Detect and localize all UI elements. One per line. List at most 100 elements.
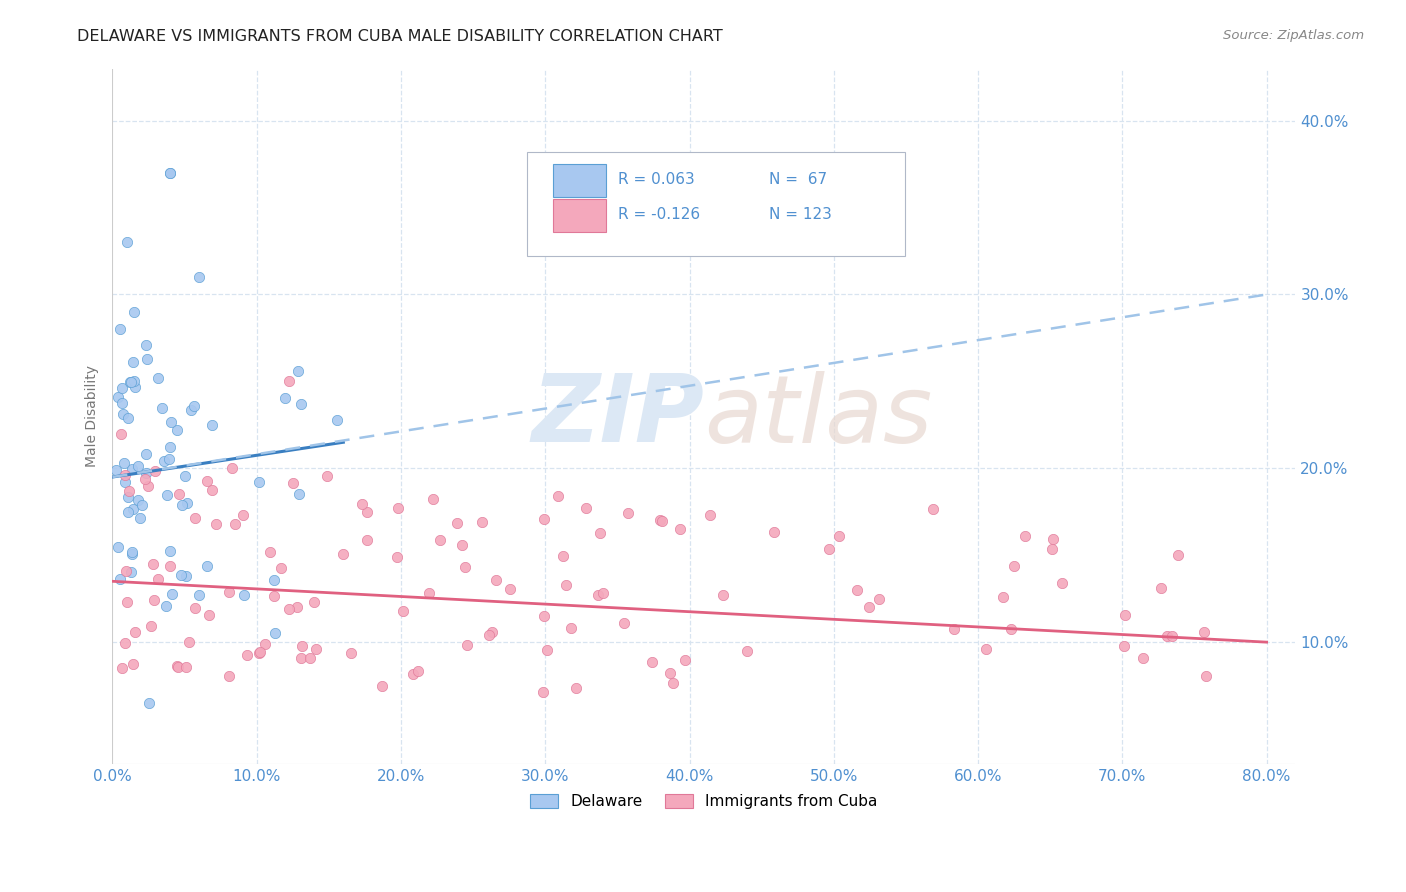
Text: R = 0.063: R = 0.063 (617, 172, 695, 187)
Point (270, 560, 292, 574)
Text: DELAWARE VS IMMIGRANTS FROM CUBA MALE DISABILITY CORRELATION CHART: DELAWARE VS IMMIGRANTS FROM CUBA MALE DI… (77, 29, 723, 44)
Point (166, 423, 188, 437)
Point (1114, 639, 1136, 653)
Point (122, 657, 145, 672)
Point (142, 558, 165, 572)
Point (451, 538, 474, 552)
Point (575, 501, 598, 516)
Point (146, 572, 169, 586)
Point (159, 166, 181, 180)
Point (232, 588, 254, 602)
Point (127, 493, 149, 508)
Point (387, 501, 409, 516)
Point (120, 376, 142, 390)
Point (273, 392, 295, 406)
Point (533, 512, 555, 526)
Point (291, 639, 314, 653)
Point (531, 685, 554, 699)
Point (1150, 581, 1173, 595)
Point (155, 599, 177, 613)
Point (107, 390, 129, 404)
Point (195, 558, 218, 573)
Point (160, 587, 183, 601)
Point (828, 529, 851, 543)
Point (402, 666, 425, 681)
Point (651, 514, 673, 528)
Text: N = 123: N = 123 (769, 207, 832, 222)
Point (112, 456, 135, 470)
Point (146, 371, 169, 385)
Point (288, 487, 311, 501)
Point (110, 426, 132, 441)
Point (481, 625, 503, 640)
Point (350, 497, 373, 511)
Point (166, 659, 188, 673)
Point (195, 474, 218, 488)
Point (105, 463, 128, 477)
Point (111, 396, 134, 410)
Point (120, 565, 142, 579)
Point (153, 454, 176, 468)
Point (586, 588, 609, 602)
Point (218, 669, 240, 683)
Point (138, 696, 160, 710)
Point (120, 376, 142, 390)
Point (422, 492, 444, 507)
Point (159, 544, 181, 558)
Point (553, 549, 575, 563)
Point (114, 636, 136, 650)
Point (277, 375, 299, 389)
Point (290, 650, 312, 665)
Point (589, 525, 612, 540)
Point (173, 468, 195, 483)
Point (263, 573, 285, 587)
Point (159, 559, 181, 574)
Point (1132, 651, 1154, 665)
Point (305, 641, 328, 656)
Point (160, 415, 183, 429)
Point (332, 547, 354, 561)
Point (254, 636, 277, 650)
Point (356, 505, 378, 519)
Point (699, 508, 721, 523)
Point (159, 440, 181, 454)
Point (662, 676, 685, 690)
Point (471, 515, 494, 529)
Point (340, 647, 363, 661)
Point (302, 595, 325, 609)
Point (232, 508, 254, 522)
Point (247, 475, 270, 490)
Y-axis label: Male Disability: Male Disability (86, 365, 100, 467)
Point (263, 589, 285, 603)
Point (921, 502, 943, 516)
Point (136, 479, 159, 493)
Point (129, 511, 152, 525)
Point (1014, 529, 1036, 543)
Point (263, 625, 285, 640)
Point (108, 573, 131, 587)
Point (868, 591, 890, 606)
Point (180, 402, 202, 417)
Point (446, 516, 468, 530)
Point (117, 411, 139, 425)
Point (115, 235, 138, 250)
Point (127, 458, 149, 473)
Point (641, 655, 664, 669)
Point (124, 380, 146, 394)
Point (650, 513, 672, 527)
Text: atlas: atlas (704, 371, 932, 462)
Point (1160, 629, 1182, 643)
Text: R = -0.126: R = -0.126 (617, 207, 700, 222)
Point (392, 604, 415, 618)
Point (188, 588, 211, 602)
Point (533, 609, 555, 624)
Point (224, 517, 246, 532)
FancyBboxPatch shape (553, 199, 606, 232)
Point (111, 381, 134, 395)
Point (371, 679, 394, 693)
Point (156, 488, 179, 502)
Point (111, 661, 134, 675)
Point (121, 544, 143, 558)
Point (134, 472, 156, 486)
Point (177, 635, 200, 649)
